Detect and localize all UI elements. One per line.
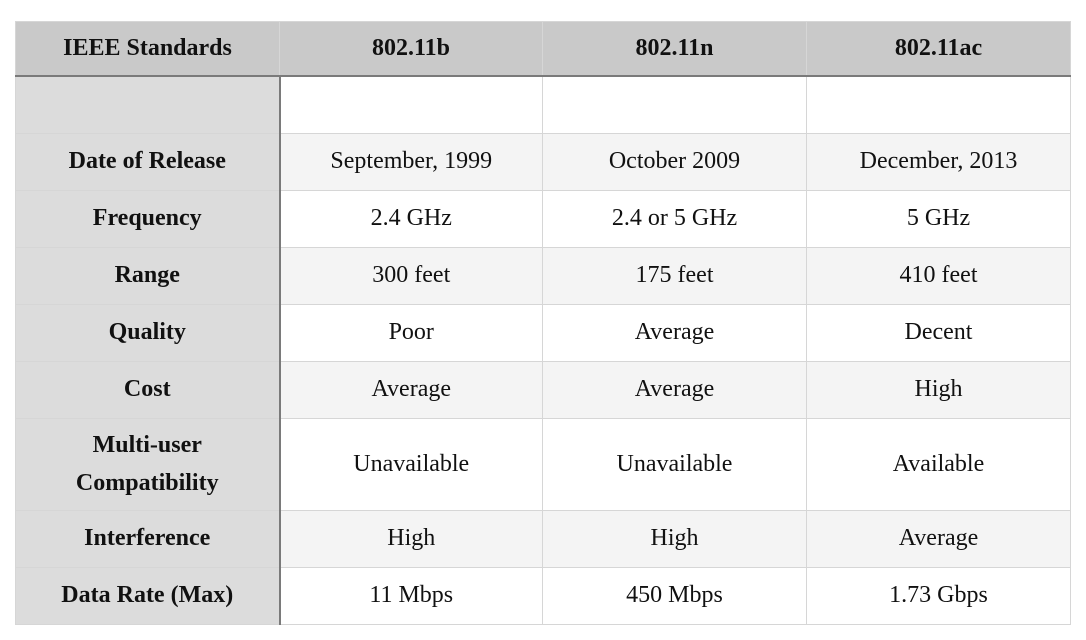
table-cell: 175 feet bbox=[542, 246, 807, 305]
table-cell: 410 feet bbox=[806, 246, 1071, 305]
table-cell: Average bbox=[279, 360, 543, 419]
table-row: Cost Average Average High bbox=[15, 360, 1071, 419]
row-label bbox=[15, 75, 281, 134]
table-cell: October 2009 bbox=[542, 132, 807, 191]
table-cell: September, 1999 bbox=[279, 132, 543, 191]
row-label: Interference bbox=[15, 509, 281, 568]
row-label: Frequency bbox=[15, 189, 281, 248]
table-cell: 2.4 GHz bbox=[279, 189, 543, 248]
table-cell: 1.73 Gbps bbox=[806, 566, 1071, 625]
table-row: Interference High High Average bbox=[15, 509, 1071, 568]
table-row bbox=[15, 75, 1071, 134]
header-cell: 802.11b bbox=[279, 21, 543, 77]
table-row: Frequency 2.4 GHz 2.4 or 5 GHz 5 GHz bbox=[15, 189, 1071, 248]
comparison-table-container: IEEE Standards 802.11b 802.11n 802.11ac … bbox=[15, 21, 1071, 625]
header-cell: 802.11n bbox=[542, 21, 807, 77]
ieee-standards-comparison-table: IEEE Standards 802.11b 802.11n 802.11ac … bbox=[15, 21, 1071, 625]
row-label: Cost bbox=[15, 360, 281, 419]
row-label: Data Rate (Max) bbox=[15, 566, 281, 625]
table-row: Multi-user Compatibility Unavailable Una… bbox=[15, 417, 1071, 511]
table-cell: Unavailable bbox=[279, 417, 543, 511]
table-cell bbox=[279, 75, 543, 134]
table-cell bbox=[542, 75, 807, 134]
row-label: Multi-user Compatibility bbox=[15, 417, 281, 511]
table-cell: Average bbox=[542, 360, 807, 419]
table-cell: December, 2013 bbox=[806, 132, 1071, 191]
header-cell: 802.11ac bbox=[806, 21, 1071, 77]
row-label: Date of Release bbox=[15, 132, 281, 191]
table-cell bbox=[806, 75, 1071, 134]
header-cell: IEEE Standards bbox=[15, 21, 280, 77]
row-label: Quality bbox=[15, 303, 281, 362]
table-cell: Unavailable bbox=[542, 417, 807, 511]
table-header-row: IEEE Standards 802.11b 802.11n 802.11ac bbox=[15, 21, 1071, 77]
table-row: Range 300 feet 175 feet 410 feet bbox=[15, 246, 1071, 305]
table-cell: Poor bbox=[279, 303, 543, 362]
table-cell: High bbox=[806, 360, 1071, 419]
row-label: Range bbox=[15, 246, 281, 305]
table-cell: Available bbox=[806, 417, 1071, 511]
table-cell: 2.4 or 5 GHz bbox=[542, 189, 807, 248]
table-cell: High bbox=[542, 509, 807, 568]
table-cell: 450 Mbps bbox=[542, 566, 807, 625]
table-cell: Decent bbox=[806, 303, 1071, 362]
table-cell: 300 feet bbox=[279, 246, 543, 305]
table-cell: Average bbox=[542, 303, 807, 362]
table-row: Data Rate (Max) 11 Mbps 450 Mbps 1.73 Gb… bbox=[15, 566, 1071, 625]
table-cell: 11 Mbps bbox=[279, 566, 543, 625]
table-cell: 5 GHz bbox=[806, 189, 1071, 248]
table-row: Quality Poor Average Decent bbox=[15, 303, 1071, 362]
table-cell: High bbox=[279, 509, 543, 568]
table-row: Date of Release September, 1999 October … bbox=[15, 132, 1071, 191]
table-cell: Average bbox=[806, 509, 1071, 568]
